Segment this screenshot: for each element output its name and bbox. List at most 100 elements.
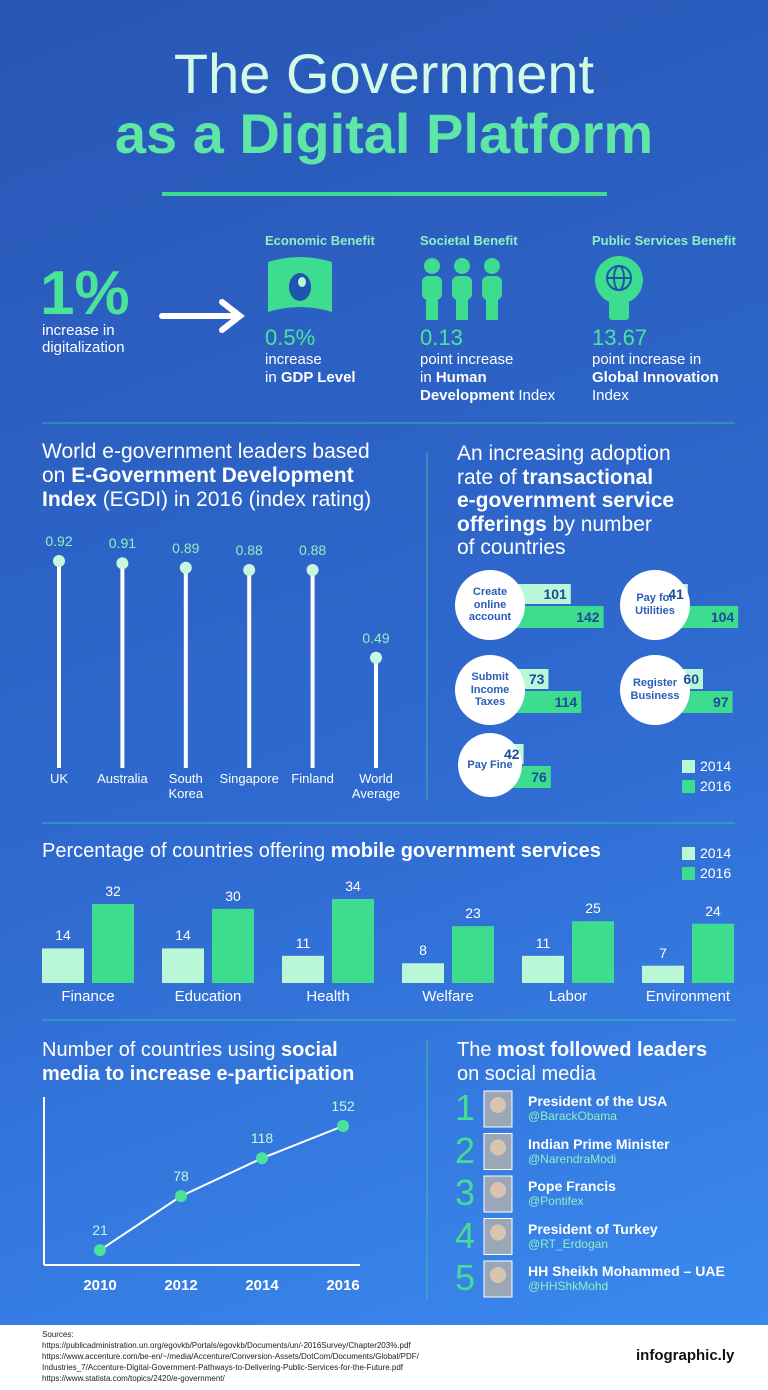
chart-title: An increasing adoption rate of transactio… — [457, 442, 674, 560]
sources-label: Sources: — [42, 1330, 74, 1339]
people-icon — [422, 258, 502, 320]
value-label: 0.88 — [235, 542, 263, 558]
bar — [212, 908, 254, 983]
legend-label: 2014 — [700, 845, 732, 861]
benefit-heading: Societal Benefit — [420, 233, 518, 248]
category-label: Australia — [97, 771, 148, 786]
point — [175, 1190, 187, 1203]
bar — [692, 923, 734, 983]
bar — [162, 948, 204, 983]
dot — [116, 557, 129, 570]
text-part: increase — [265, 351, 322, 368]
rank: 3 — [455, 1172, 476, 1213]
text-part: rate of — [457, 465, 523, 489]
photo-face — [490, 1182, 506, 1198]
bar — [402, 963, 444, 983]
value-label: 42 — [504, 746, 520, 762]
bar — [332, 899, 374, 983]
value-label: 25 — [585, 900, 601, 917]
value-label: 142 — [576, 609, 600, 625]
text-part: World e-government leaders based — [42, 440, 370, 463]
legend-swatch — [682, 780, 695, 793]
leader-name: Indian Prime Minister — [528, 1135, 670, 1152]
text-line: Global Innovation — [592, 369, 719, 387]
value-label: 0.49 — [362, 629, 390, 646]
text-part: in — [265, 369, 281, 386]
value-label: 32 — [105, 882, 121, 899]
category-circle — [455, 655, 525, 725]
value-label: 101 — [543, 586, 567, 602]
source-line: https://www.statista.com/topics/2420/e-g… — [42, 1374, 225, 1383]
text-line: increase — [265, 351, 356, 369]
point — [337, 1120, 349, 1133]
dot — [306, 564, 319, 576]
value-label: 7 — [659, 944, 667, 961]
text-line: on E-Government Development — [42, 464, 371, 488]
benefit-value: 13.67 — [592, 325, 648, 350]
money-icon — [268, 257, 332, 312]
value-label: 23 — [465, 905, 481, 922]
category-circle — [458, 733, 522, 797]
category-label: Finland — [291, 771, 334, 786]
text-part: Development — [420, 387, 515, 404]
chart-title: Percentage of countries offering mobile … — [42, 840, 601, 863]
title-line: The Government — [173, 42, 595, 105]
text-line: Development Index — [420, 387, 555, 405]
bar — [42, 948, 84, 983]
value-label: 0.91 — [108, 535, 137, 552]
text-line: point increase — [420, 351, 555, 369]
value-label: 0.88 — [298, 542, 327, 558]
photo-face — [490, 1267, 506, 1283]
legend-swatch — [682, 867, 695, 880]
legend-label: 2016 — [700, 778, 732, 794]
leader-handle: @RT_Erdogan — [528, 1236, 609, 1251]
text-part: by number — [546, 512, 652, 536]
leaders-title: The most followed leaders on social media — [457, 1038, 707, 1086]
x-tick-label: 2014 — [245, 1277, 279, 1294]
text-line: on social media — [457, 1062, 707, 1086]
text-line: point increase in — [592, 351, 719, 369]
value-label: 152 — [331, 1098, 355, 1115]
value-label: 34 — [345, 878, 361, 894]
category-label: Finance — [61, 988, 115, 1005]
photo-face — [490, 1097, 506, 1113]
text-part: Human — [435, 369, 487, 386]
text-line: World e-government leaders based — [42, 440, 371, 464]
value-label: 41 — [668, 586, 684, 602]
rank: 1 — [455, 1087, 476, 1128]
value-label: 24 — [705, 902, 721, 919]
source-line: https://publicadministration.un.org/egov… — [42, 1341, 411, 1350]
text-part: in — [420, 369, 436, 386]
text-line: An increasing adoption — [457, 442, 674, 466]
dot — [179, 561, 192, 574]
benefit-text: point increase in Human Development Index — [420, 351, 555, 405]
photo-face — [490, 1139, 506, 1156]
x-tick-label: 2010 — [83, 1277, 117, 1294]
leader-handle: @HHShkMohd — [528, 1279, 609, 1293]
text-part: most followed leaders — [497, 1039, 708, 1061]
text-part: media to increase e-participation — [42, 1063, 355, 1085]
text-part: Index — [514, 387, 556, 404]
value-label: 14 — [55, 927, 71, 944]
category-label: Submit Income Taxes — [470, 671, 510, 709]
text-line: Percentage of countries offering mobile … — [42, 840, 601, 863]
value-label: 30 — [225, 887, 241, 904]
x-tick-label: 2016 — [326, 1277, 360, 1294]
value-label: 14 — [175, 927, 191, 944]
category-circle — [455, 570, 525, 640]
category-label: Labor — [548, 988, 588, 1005]
value-label: 21 — [92, 1222, 108, 1239]
text-line: media to increase e-participation — [42, 1062, 354, 1086]
text-line: rate of transactional — [457, 466, 674, 490]
bar — [282, 955, 324, 983]
category-label: Singapore — [219, 771, 279, 786]
source-line: Industries_7/Accenture-Digital-Governmen… — [42, 1363, 404, 1372]
category-label: South Korea — [168, 771, 204, 801]
arrow — [159, 299, 245, 333]
benefit-text: point increase in Global Innovation Index — [592, 351, 719, 405]
photo-face — [490, 1224, 506, 1241]
bar — [642, 965, 684, 983]
text-line: in GDP Level — [265, 369, 356, 387]
